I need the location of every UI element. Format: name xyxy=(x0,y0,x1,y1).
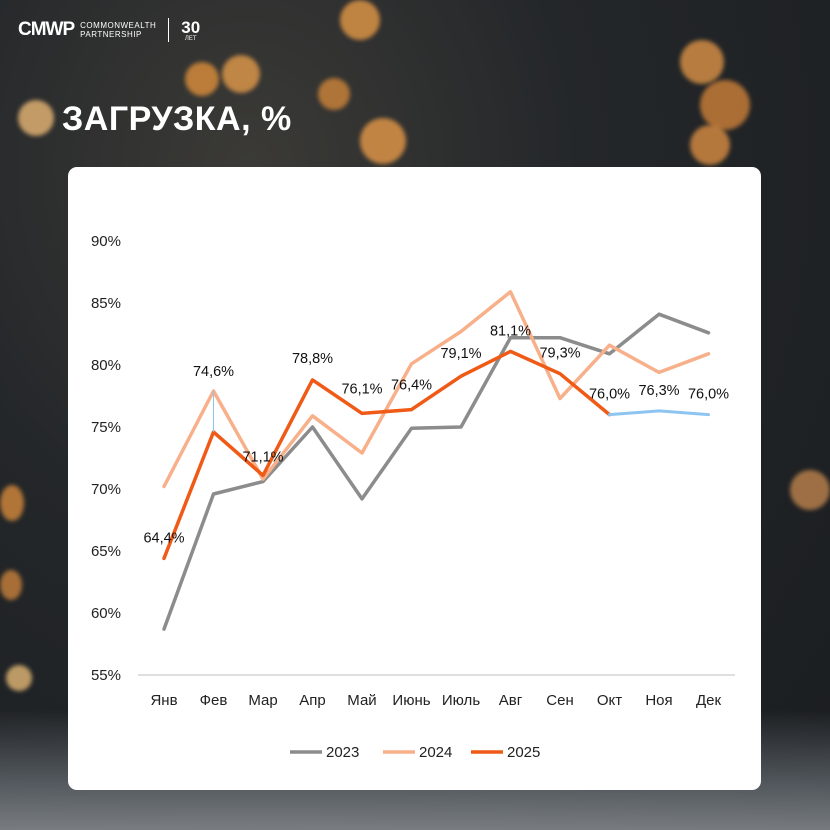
y-tick-label: 75% xyxy=(91,419,121,436)
bokeh-light xyxy=(185,62,219,96)
data-label: 81,1% xyxy=(490,323,531,339)
series-line-2024 xyxy=(162,290,711,489)
legend-label-2023: 2023 xyxy=(326,744,359,761)
x-tick-label: Авг xyxy=(499,692,523,709)
y-tick-label: 60% xyxy=(91,605,121,622)
data-label: 74,6% xyxy=(193,364,234,380)
anniversary-badge: 30 ЛЕТ xyxy=(181,19,200,42)
data-label: 71,1% xyxy=(242,449,283,465)
x-tick-label: Май xyxy=(347,692,376,709)
anniversary-number: 30 xyxy=(181,17,201,37)
bokeh-light xyxy=(340,0,380,40)
data-label: 76,0% xyxy=(589,387,630,403)
logo-wordmark: COMMONWEALTH PARTNERSHIP xyxy=(80,21,156,39)
bokeh-light xyxy=(360,118,406,164)
x-tick-label: Апр xyxy=(299,692,325,709)
bokeh-light xyxy=(680,40,724,84)
data-label: 76,3% xyxy=(638,383,679,399)
line-chart: 55% 60% 65% 70% 75% 80% 85% 90% Янв Фев Мар Апр Май И… xyxy=(91,233,735,761)
y-tick-label: 55% xyxy=(91,667,121,684)
logo-mark: CMWP xyxy=(18,19,75,40)
data-label: 78,8% xyxy=(292,351,333,367)
logo-line-2: PARTNERSHIP xyxy=(80,30,142,39)
x-tick-label: Июнь xyxy=(392,692,430,709)
chart-card: 55% 60% 65% 70% 75% 80% 85% 90% Янв Фев Мар Апр Май И… xyxy=(68,167,761,790)
x-tick-label: Фев xyxy=(200,692,228,709)
bokeh-light xyxy=(222,55,260,93)
x-tick-label: Окт xyxy=(597,692,622,709)
data-label: 76,4% xyxy=(391,378,432,394)
data-label: 76,1% xyxy=(341,381,382,397)
legend-label-2024: 2024 xyxy=(419,744,452,761)
x-tick-label: Дек xyxy=(696,692,722,709)
x-tick-label: Июль xyxy=(442,692,480,709)
page-title: ЗАГРУЗКА, % xyxy=(62,100,292,138)
bokeh-light xyxy=(18,100,54,136)
brand-logo: CMWP COMMONWEALTH PARTNERSHIP 30 ЛЕТ xyxy=(18,18,200,42)
logo-divider xyxy=(168,18,170,42)
series-line-2025 xyxy=(162,349,612,561)
series-line-2023 xyxy=(162,312,711,631)
bokeh-light xyxy=(790,470,830,510)
data-label: 79,1% xyxy=(440,346,481,362)
x-tick-label: Сен xyxy=(546,692,573,709)
y-tick-label: 85% xyxy=(91,295,121,312)
bokeh-light xyxy=(0,485,24,521)
x-tick-label: Янв xyxy=(150,692,177,709)
series-line-2025-прогноз xyxy=(608,409,710,417)
anniversary-label: ЛЕТ xyxy=(184,35,197,42)
bokeh-light xyxy=(0,570,22,600)
y-tick-label: 90% xyxy=(91,233,121,250)
x-tick-label: Ноя xyxy=(645,692,672,709)
data-label: 76,0% xyxy=(688,387,729,403)
data-label: 64,4% xyxy=(143,530,184,546)
bokeh-light xyxy=(690,125,730,165)
legend-label-2025: 2025 xyxy=(507,744,540,761)
x-tick-label: Мар xyxy=(248,692,277,709)
bokeh-light xyxy=(6,665,32,691)
y-tick-label: 70% xyxy=(91,481,121,498)
y-tick-label: 65% xyxy=(91,543,121,560)
logo-line-1: COMMONWEALTH xyxy=(80,21,157,30)
y-tick-label: 80% xyxy=(91,357,121,374)
bokeh-light xyxy=(318,78,350,110)
data-label: 79,3% xyxy=(539,346,580,362)
bokeh-light xyxy=(700,80,750,130)
